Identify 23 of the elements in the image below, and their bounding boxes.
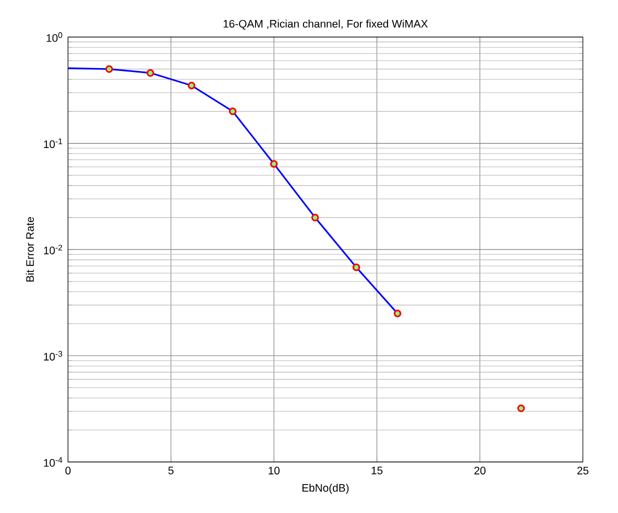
point [105, 65, 113, 73]
y-tick-label: 10$^{-4}$ [44, 457, 62, 467]
point [188, 82, 196, 90]
point [352, 264, 360, 272]
chart-title: 16-QAM ,Rician channel, For fixed WiMAX [224, 20, 428, 30]
y-tick-label: 10$^{-1}$ [44, 138, 62, 148]
point [228, 108, 237, 116]
x-tick-label: 15 [372, 466, 382, 474]
x-tick-label: 10 [268, 466, 280, 474]
x-tick-label: 25 [577, 466, 588, 474]
point [270, 160, 278, 168]
point [394, 310, 402, 318]
y-tick-label: 10$^{-3}$ [44, 350, 62, 361]
x-tick-label: 5 [168, 466, 174, 474]
x-tick-label: 0 [65, 466, 71, 474]
point [311, 214, 319, 222]
x-axis-title: EbNo(dB) [302, 484, 349, 494]
point [517, 404, 525, 412]
y-axis-title: Bit Error Rate [26, 217, 34, 282]
point [146, 69, 154, 77]
y-tick-label: 10$^{-2}$ [44, 244, 62, 254]
y-tick-label: 10$^{0}$ [46, 32, 62, 42]
x-tick-label: 20 [474, 466, 486, 474]
